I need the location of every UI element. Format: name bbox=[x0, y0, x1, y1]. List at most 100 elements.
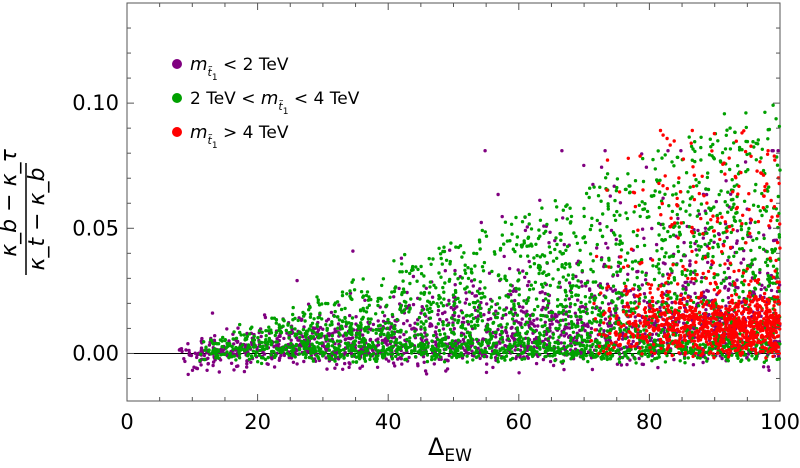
point-low-stop-mass bbox=[261, 350, 265, 354]
point-low-stop-mass bbox=[470, 291, 474, 295]
point-mid-stop-mass bbox=[441, 304, 446, 308]
point-high-stop-mass bbox=[665, 186, 669, 191]
point-low-stop-mass bbox=[232, 342, 236, 346]
point-mid-stop-mass bbox=[516, 331, 521, 336]
point-mid-stop-mass bbox=[332, 303, 337, 307]
point-high-stop-mass bbox=[758, 160, 762, 164]
point-mid-stop-mass bbox=[477, 303, 482, 307]
point-mid-stop-mass bbox=[733, 130, 737, 135]
point-mid-stop-mass bbox=[413, 355, 418, 359]
point-low-stop-mass bbox=[297, 316, 301, 320]
point-mid-stop-mass bbox=[622, 281, 627, 285]
point-mid-stop-mass bbox=[336, 326, 340, 330]
point-mid-stop-mass bbox=[611, 348, 615, 352]
point-mid-stop-mass bbox=[757, 231, 761, 235]
point-mid-stop-mass bbox=[542, 341, 547, 346]
point-mid-stop-mass bbox=[438, 355, 442, 359]
point-mid-stop-mass bbox=[284, 343, 288, 347]
point-low-stop-mass bbox=[512, 336, 516, 341]
point-mid-stop-mass bbox=[685, 329, 689, 333]
point-mid-stop-mass bbox=[647, 299, 652, 303]
point-mid-stop-mass bbox=[563, 288, 567, 293]
point-mid-stop-mass bbox=[462, 251, 466, 255]
point-mid-stop-mass bbox=[483, 286, 487, 290]
point-low-stop-mass bbox=[759, 287, 763, 292]
point-mid-stop-mass bbox=[517, 271, 522, 275]
point-mid-stop-mass bbox=[532, 340, 536, 345]
point-mid-stop-mass bbox=[442, 245, 446, 249]
point-mid-stop-mass bbox=[497, 353, 501, 357]
point-low-stop-mass bbox=[672, 357, 676, 362]
point-low-stop-mass bbox=[643, 278, 648, 282]
point-mid-stop-mass bbox=[324, 323, 328, 327]
point-low-stop-mass bbox=[487, 310, 491, 315]
point-high-stop-mass bbox=[722, 314, 727, 319]
point-mid-stop-mass bbox=[219, 353, 223, 357]
point-mid-stop-mass bbox=[703, 242, 707, 247]
point-low-stop-mass bbox=[384, 357, 388, 361]
point-low-stop-mass bbox=[642, 299, 646, 303]
point-mid-stop-mass bbox=[256, 360, 260, 364]
point-mid-stop-mass bbox=[657, 257, 661, 262]
point-high-stop-mass bbox=[634, 294, 638, 298]
point-mid-stop-mass bbox=[508, 358, 513, 362]
point-mid-stop-mass bbox=[304, 335, 308, 339]
point-mid-stop-mass bbox=[640, 270, 644, 274]
point-low-stop-mass bbox=[743, 160, 748, 164]
point-mid-stop-mass bbox=[263, 341, 267, 345]
point-high-stop-mass bbox=[659, 346, 663, 351]
point-mid-stop-mass bbox=[540, 253, 545, 257]
point-low-stop-mass bbox=[654, 242, 659, 247]
point-low-stop-mass bbox=[626, 272, 630, 276]
point-mid-stop-mass bbox=[669, 281, 673, 285]
point-mid-stop-mass bbox=[246, 343, 251, 347]
point-mid-stop-mass bbox=[340, 319, 345, 323]
point-mid-stop-mass bbox=[465, 285, 469, 289]
point-low-stop-mass bbox=[452, 313, 456, 318]
point-mid-stop-mass bbox=[515, 328, 520, 333]
point-mid-stop-mass bbox=[698, 356, 702, 360]
point-mid-stop-mass bbox=[435, 302, 439, 306]
point-mid-stop-mass bbox=[399, 342, 403, 346]
point-mid-stop-mass bbox=[272, 350, 276, 354]
point-low-stop-mass bbox=[568, 305, 572, 309]
point-mid-stop-mass bbox=[660, 303, 664, 307]
point-low-stop-mass bbox=[350, 336, 355, 340]
point-mid-stop-mass bbox=[638, 214, 642, 219]
point-low-stop-mass bbox=[726, 296, 731, 300]
point-mid-stop-mass bbox=[588, 348, 592, 352]
point-mid-stop-mass bbox=[431, 300, 435, 305]
point-mid-stop-mass bbox=[620, 355, 625, 360]
point-high-stop-mass bbox=[734, 207, 739, 211]
point-mid-stop-mass bbox=[253, 353, 258, 358]
point-high-stop-mass bbox=[733, 315, 737, 319]
point-high-stop-mass bbox=[728, 261, 732, 265]
point-low-stop-mass bbox=[519, 321, 523, 325]
point-mid-stop-mass bbox=[520, 325, 524, 330]
point-high-stop-mass bbox=[760, 308, 764, 312]
point-low-stop-mass bbox=[567, 281, 572, 285]
point-mid-stop-mass bbox=[511, 247, 515, 251]
point-mid-stop-mass bbox=[574, 325, 578, 329]
point-mid-stop-mass bbox=[417, 315, 422, 320]
point-mid-stop-mass bbox=[531, 287, 536, 291]
point-mid-stop-mass bbox=[346, 346, 350, 350]
point-low-stop-mass bbox=[341, 334, 345, 338]
point-low-stop-mass bbox=[436, 312, 440, 317]
point-mid-stop-mass bbox=[483, 295, 487, 299]
point-mid-stop-mass bbox=[311, 335, 315, 339]
point-mid-stop-mass bbox=[529, 327, 533, 331]
point-mid-stop-mass bbox=[477, 354, 481, 358]
point-high-stop-mass bbox=[716, 346, 720, 350]
point-mid-stop-mass bbox=[690, 330, 694, 334]
point-mid-stop-mass bbox=[615, 185, 619, 190]
point-high-stop-mass bbox=[693, 277, 697, 281]
point-low-stop-mass bbox=[703, 226, 708, 230]
point-mid-stop-mass bbox=[338, 333, 342, 337]
point-mid-stop-mass bbox=[358, 331, 362, 335]
point-mid-stop-mass bbox=[412, 334, 417, 338]
point-low-stop-mass bbox=[453, 283, 457, 287]
point-mid-stop-mass bbox=[614, 307, 618, 312]
point-mid-stop-mass bbox=[662, 255, 667, 259]
point-mid-stop-mass bbox=[326, 343, 330, 348]
